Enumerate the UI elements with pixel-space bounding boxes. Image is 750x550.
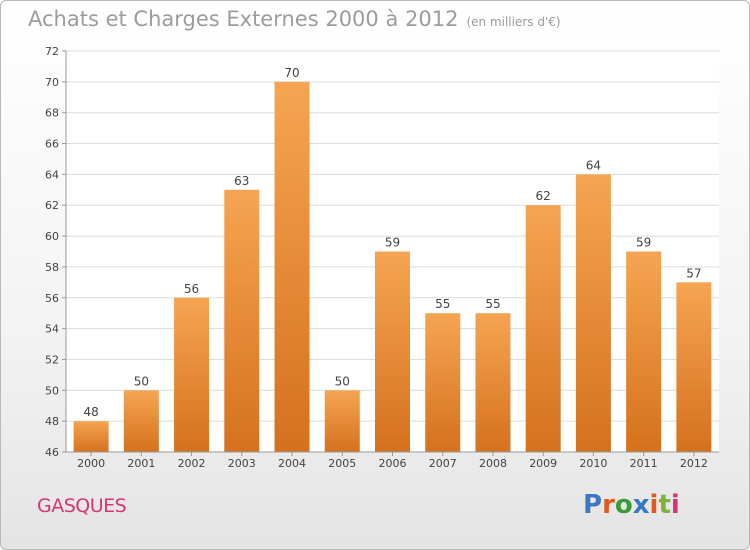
bar bbox=[626, 251, 662, 452]
bar-value-label: 70 bbox=[284, 66, 299, 80]
bar bbox=[575, 174, 611, 452]
chart-subtitle: (en milliers d'€) bbox=[466, 15, 561, 29]
bar-value-label: 50 bbox=[335, 374, 350, 388]
bar bbox=[475, 313, 511, 452]
bar bbox=[375, 251, 410, 452]
y-tick-label: 68 bbox=[45, 107, 59, 120]
y-tick-label: 52 bbox=[45, 353, 59, 366]
bar-value-label: 57 bbox=[686, 266, 701, 280]
axes: 46 48 50 52 54 56 58 60 62 64 66 68 70 72 2000 2001 2002… bbox=[45, 45, 719, 470]
y-tick-label: 60 bbox=[45, 230, 59, 243]
y-tick-label: 58 bbox=[45, 261, 59, 274]
logo-letter: i bbox=[670, 490, 680, 520]
x-tick-label: 2003 bbox=[228, 457, 256, 470]
bar bbox=[676, 282, 712, 452]
y-tick-label: 62 bbox=[45, 199, 59, 212]
chart-title: Achats et Charges Externes 2000 à 2012 (e… bbox=[28, 7, 561, 31]
bar-value-label: 48 bbox=[83, 405, 98, 419]
bars: 48 50 56 63 70 50 59 55 55 62 64 59 57 bbox=[73, 66, 712, 453]
bar-value-label: 56 bbox=[184, 282, 199, 296]
x-tick-label: 2004 bbox=[278, 457, 306, 470]
y-tick-label: 64 bbox=[45, 168, 59, 181]
x-tick-label: 2011 bbox=[630, 457, 658, 470]
logo-letter: i bbox=[649, 490, 659, 520]
y-tick-label: 54 bbox=[45, 323, 59, 336]
x-tick-label: 2008 bbox=[479, 457, 507, 470]
x-tick-label: 2009 bbox=[529, 457, 557, 470]
bar bbox=[274, 81, 310, 452]
commune-name: GASQUES bbox=[37, 495, 127, 517]
bar bbox=[525, 205, 561, 452]
bar bbox=[174, 297, 210, 452]
y-tick-label: 70 bbox=[45, 76, 59, 89]
bar bbox=[73, 421, 109, 452]
logo-letter: o bbox=[614, 490, 633, 520]
bar bbox=[425, 313, 461, 452]
bar-value-label: 50 bbox=[134, 374, 149, 388]
logo-letter: r bbox=[602, 490, 615, 520]
y-tick-label: 56 bbox=[45, 292, 59, 305]
y-tick-label: 48 bbox=[45, 415, 59, 428]
bar-value-label: 59 bbox=[636, 236, 651, 250]
x-tick-label: 2007 bbox=[429, 457, 457, 470]
y-tick-label: 50 bbox=[45, 384, 59, 397]
bar-value-label: 59 bbox=[385, 236, 400, 250]
bar bbox=[224, 189, 260, 453]
bar-value-label: 64 bbox=[586, 158, 601, 172]
bar-value-label: 62 bbox=[536, 189, 551, 203]
bar bbox=[324, 390, 360, 452]
bar-value-label: 55 bbox=[485, 297, 500, 311]
proxiti-logo: Proxiti bbox=[583, 490, 680, 520]
x-tick-label: 2012 bbox=[680, 457, 708, 470]
x-tick-label: 2001 bbox=[127, 457, 155, 470]
x-tick-label: 2010 bbox=[579, 457, 607, 470]
logo-letter: P bbox=[583, 490, 603, 520]
chart-title-text: Achats et Charges Externes 2000 à 2012 bbox=[28, 7, 459, 31]
bar-value-label: 63 bbox=[234, 174, 249, 188]
bar-value-label: 55 bbox=[435, 297, 450, 311]
y-tick-label: 66 bbox=[45, 138, 59, 151]
logo-letter: x bbox=[632, 490, 650, 520]
y-tick-label: 46 bbox=[45, 446, 59, 459]
x-tick-label: 2000 bbox=[77, 457, 105, 470]
logo-letter: t bbox=[658, 490, 671, 520]
x-tick-label: 2002 bbox=[178, 457, 206, 470]
x-tick-label: 2005 bbox=[328, 457, 356, 470]
bar bbox=[123, 390, 159, 452]
x-tick-label: 2006 bbox=[379, 457, 407, 470]
y-tick-label: 72 bbox=[45, 45, 59, 58]
